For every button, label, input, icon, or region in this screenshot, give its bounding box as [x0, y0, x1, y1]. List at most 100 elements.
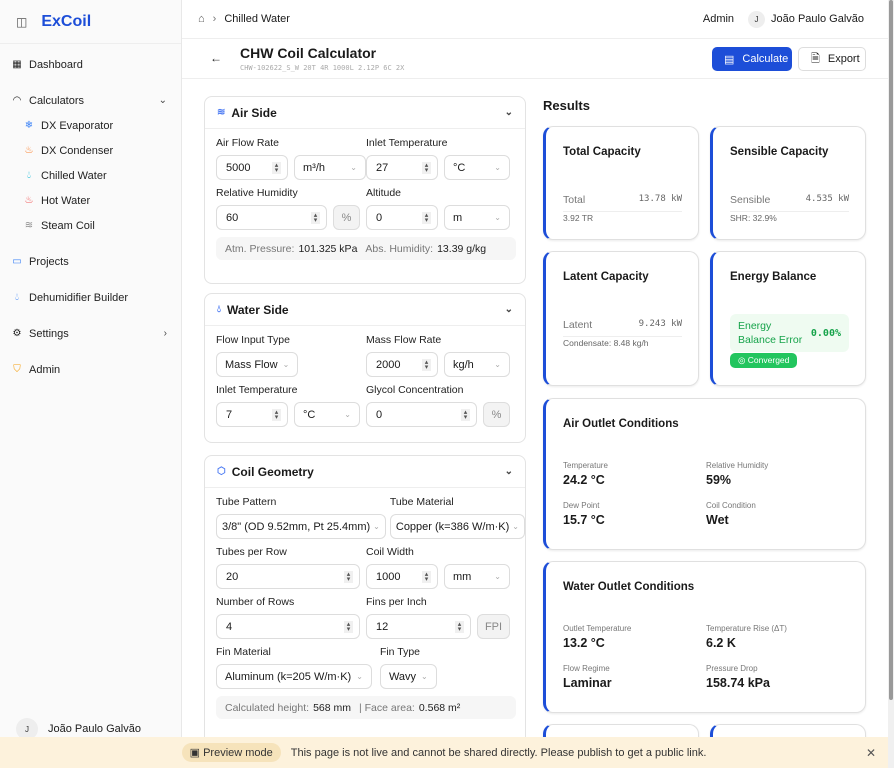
sidebar-item-projects[interactable]: ▭ Projects: [0, 249, 181, 274]
coil-geometry-header[interactable]: ⬡ Coil Geometry ⌄: [205, 456, 525, 488]
stepper-icon[interactable]: ▴ ▾: [311, 211, 320, 224]
water-temp-unit-select[interactable]: °C ⌄: [294, 402, 360, 427]
mass-flow-unit-select[interactable]: kg/h ⌄: [444, 352, 510, 377]
label: Altitude: [366, 187, 402, 199]
glycol-input[interactable]: 0 ▴ ▾: [366, 402, 477, 427]
export-button[interactable]: 🗎︎ Export: [798, 47, 866, 71]
sidebar-item-dashboard[interactable]: ▦ Dashboard: [0, 52, 181, 77]
role-label: Admin: [702, 13, 735, 25]
note: Condensate: 8.48 kg/h: [563, 338, 649, 348]
calculate-button[interactable]: ▤ Calculate: [712, 47, 792, 71]
value: 7: [226, 408, 233, 421]
water-side-header[interactable]: 💧︎ Water Side ⌄: [205, 294, 525, 326]
unit-label: %: [333, 205, 360, 230]
page-title: CHW Coil Calculator: [240, 45, 377, 61]
sidebar-item-dx-condenser[interactable]: ♨ DX Condenser: [0, 138, 181, 163]
relative-humidity-input[interactable]: 60 ▴ ▾: [216, 205, 327, 230]
label: Relative Humidity: [706, 461, 769, 470]
sidebar-item-hot-water[interactable]: ♨ Hot Water: [0, 188, 181, 213]
user-name: João Paulo Galvão: [771, 13, 864, 25]
shield-icon: ⛉: [13, 364, 21, 375]
avatar: J: [16, 718, 38, 740]
app-logo[interactable]: ExCoil: [41, 12, 92, 30]
water-inlet-temp-input[interactable]: 7 ▴ ▾: [216, 402, 288, 427]
fins-per-inch-input[interactable]: 12 ▴ ▾: [366, 614, 471, 639]
sidebar-item-steam-coil[interactable]: ≋ Steam Coil: [0, 213, 181, 238]
stepper-icon[interactable]: ▴ ▾: [344, 620, 353, 633]
stepper-icon[interactable]: ▴ ▾: [461, 408, 470, 421]
stepper-icon[interactable]: ▴ ▾: [422, 161, 431, 174]
value: °C: [453, 161, 466, 174]
sidebar-item-dehumidifier[interactable]: 💧︎ Dehumidifier Builder: [0, 285, 181, 310]
stepper-icon[interactable]: ▴ ▾: [422, 358, 431, 371]
air-flow-unit-select[interactable]: m³/h ⌄: [294, 155, 366, 180]
air-inlet-temp-input[interactable]: 27 ▴ ▾: [366, 155, 438, 180]
chevron-down-icon: ⌄: [421, 672, 428, 681]
sidebar-user[interactable]: J João Paulo Galvão: [16, 718, 141, 740]
note: SHR: 32.9%: [730, 213, 777, 223]
sidebar-item-calculators[interactable]: ◠ Calculators ⌄: [0, 88, 181, 113]
stepper-icon[interactable]: ▴ ▾: [422, 570, 431, 583]
label: Temperature: [563, 461, 608, 470]
stepper-icon[interactable]: ▴ ▾: [272, 161, 281, 174]
tubes-per-row-input[interactable]: 20 ▴ ▾: [216, 564, 360, 589]
number-of-rows-input[interactable]: 4 ▴ ▾: [216, 614, 360, 639]
scrollbar[interactable]: [888, 0, 894, 768]
fin-material-select[interactable]: Aluminum (k=205 W/m·K) ⌄: [216, 664, 372, 689]
value: 15.7 °C: [563, 513, 605, 527]
stepper-icon[interactable]: ▴ ▾: [272, 408, 281, 421]
back-arrow-icon[interactable]: ←: [210, 51, 222, 65]
preview-banner: ▣ Preview mode This page is not live and…: [0, 737, 888, 768]
scrollbar-thumb[interactable]: [889, 0, 893, 700]
value: Copper (k=386 W/m·K): [395, 520, 510, 533]
card-title: Water Outlet Conditions: [563, 581, 695, 593]
mass-flow-input[interactable]: 2000 ▴ ▾: [366, 352, 438, 377]
sensible-capacity-value: 4.535 kW: [805, 194, 849, 204]
sidebar-toggle-icon[interactable]: ◫: [16, 14, 28, 29]
chevron-down-icon: ⌄: [158, 95, 167, 106]
label: Total: [563, 194, 586, 206]
stepper-icon[interactable]: ▴ ▾: [422, 211, 431, 224]
sidebar-item-settings[interactable]: ⚙ Settings ›: [0, 321, 181, 346]
close-icon[interactable]: ✕: [865, 745, 876, 760]
air-temp-unit-select[interactable]: °C ⌄: [444, 155, 510, 180]
home-icon[interactable]: ⌂: [198, 13, 205, 25]
wind-icon: ≋: [217, 107, 226, 118]
brand: ◫ ExCoil: [0, 0, 181, 44]
label: DX Evaporator: [41, 119, 114, 132]
air-flow-input[interactable]: 5000 ▴ ▾: [216, 155, 288, 180]
user-menu[interactable]: J João Paulo Galvão: [748, 10, 864, 28]
face-area: 0.568 m²: [418, 701, 461, 714]
value: 0: [376, 211, 383, 224]
tube-pattern-select[interactable]: 3/8" (OD 9.52mm, Pt 25.4mm) ⌄: [216, 514, 386, 539]
droplets-icon: 💧︎: [217, 304, 221, 315]
altitude-unit-select[interactable]: m ⌄: [444, 205, 510, 230]
folder-icon: ▭: [12, 256, 22, 267]
coil-width-unit-select[interactable]: mm ⌄: [444, 564, 510, 589]
chevron-down-icon: ⌄: [344, 410, 351, 419]
label: Admin: [29, 363, 61, 376]
stepper-icon[interactable]: ▴ ▾: [344, 570, 353, 583]
stepper-icon[interactable]: ▴ ▾: [455, 620, 464, 633]
label: Flow Input Type: [216, 334, 290, 346]
flow-input-type-select[interactable]: Mass Flow ⌄: [216, 352, 298, 377]
coil-width-input[interactable]: 1000 ▴ ▾: [366, 564, 438, 589]
label: Outlet Temperature: [563, 624, 632, 633]
energy-balance-value: 0.00%: [810, 327, 841, 339]
sidebar: ◫ ExCoil ▦ Dashboard ◠ Calculators ⌄ ❄ DX Ev…: [0, 0, 182, 768]
fin-type-select[interactable]: Wavy ⌄: [379, 664, 437, 689]
page-subtitle: CHW-102622_S_W 20T 4R 1000L 2.12P 6C 2X: [240, 64, 405, 72]
stat: Coil Condition Wet: [706, 501, 849, 527]
label: Coil Condition: [706, 501, 756, 510]
air-side-header[interactable]: ≋ Air Side ⌄: [205, 97, 525, 129]
sidebar-item-chilled-water[interactable]: 💧︎ Chilled Water: [0, 163, 181, 188]
sidebar-item-admin[interactable]: ⛉ Admin: [0, 357, 181, 382]
label: Dew Point: [563, 501, 600, 510]
tube-material-select[interactable]: Copper (k=386 W/m·K) ⌄: [389, 514, 525, 539]
sidebar-item-dx-evaporator[interactable]: ❄ DX Evaporator: [0, 113, 181, 138]
value: °C: [303, 408, 316, 421]
total-capacity-card: Total Capacity Total 13.78 kW 3.92 TR: [543, 126, 699, 240]
label: Pressure Drop: [706, 664, 758, 673]
label: | Face area:: [359, 701, 415, 714]
altitude-input[interactable]: 0 ▴ ▾: [366, 205, 438, 230]
